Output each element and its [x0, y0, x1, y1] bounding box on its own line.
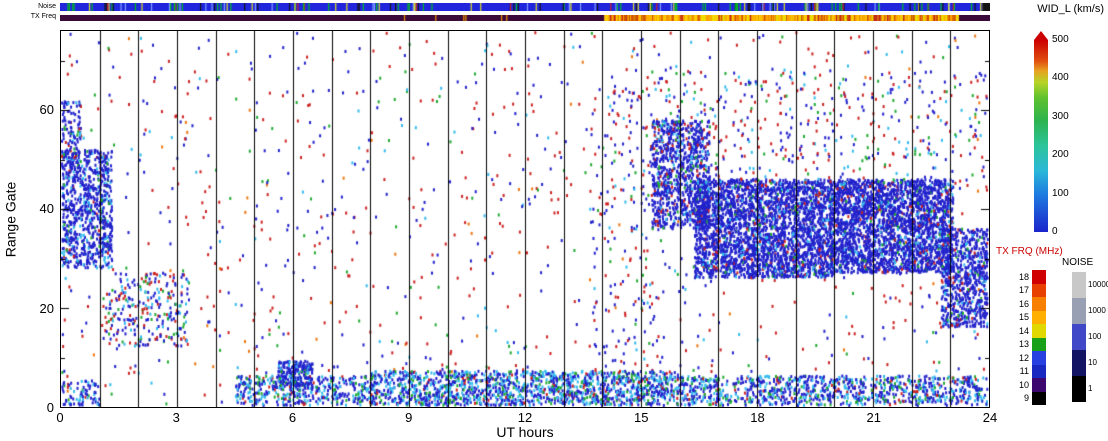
x-tick-label: 0 [56, 410, 64, 425]
wid-colorbar-title: WID_L (km/s) [1037, 3, 1104, 15]
noise-color-block [1072, 272, 1086, 298]
y-axis-label: Range Gate [2, 181, 19, 258]
noise-tick-label: 100 [1088, 332, 1102, 341]
wid-colorbar-tick-label: 400 [1052, 72, 1069, 84]
wid-colorbar-tick-label: 500 [1052, 34, 1069, 45]
y-tick-label: 0 [46, 400, 54, 415]
x-tick-label: 18 [750, 410, 765, 425]
noise-color-block [1072, 350, 1086, 376]
wid-colorbar-tick-label: 0 [1052, 226, 1058, 237]
txfrq-color-block [1032, 310, 1046, 324]
txfrq-tick-label: 16 [1018, 298, 1029, 309]
txfrq-color-block [1032, 391, 1046, 405]
noise-color-block [1072, 376, 1086, 402]
txfrq-tick-label: 10 [1018, 379, 1029, 390]
wid-colorbar-tick-label: 200 [1052, 149, 1069, 161]
noise-strip [60, 3, 990, 11]
noise-color-block [1072, 298, 1086, 324]
y-tick-label: 20 [39, 300, 54, 316]
noise-tick-label: 10000 [1088, 280, 1108, 289]
txfrq-tick-label: 17 [1018, 285, 1029, 295]
txfrq-color-block [1032, 297, 1046, 311]
wid-colorbar-tip [1034, 31, 1048, 40]
txfrq-tick-label: 11 [1019, 366, 1029, 376]
noise-tick-label: 1 [1088, 384, 1093, 393]
x-tick-label: 21 [866, 410, 881, 425]
txfreq-strip [60, 15, 990, 21]
x-tick-label: 12 [517, 410, 533, 425]
txfrq-color-block [1032, 337, 1046, 351]
scatter-canvas [61, 31, 989, 407]
txfrq-tick-label: 13 [1018, 339, 1029, 349]
x-tick-label: 9 [405, 410, 413, 425]
noise-color-block [1072, 324, 1086, 350]
noise-strip-label: Noise [38, 3, 56, 10]
x-tick-label: 3 [172, 410, 180, 425]
txfrq-color-block [1032, 364, 1046, 378]
noise-colorbar-title: NOISE [1062, 257, 1094, 268]
txfrq-tick-label: 15 [1018, 312, 1029, 322]
x-tick-label: 6 [288, 410, 297, 425]
wid-colorbar [1034, 40, 1048, 232]
txfrq-color-block [1032, 324, 1046, 338]
noise-tick-label: 10 [1088, 358, 1097, 367]
txfrq-color-block [1032, 351, 1046, 365]
y-tick-label: 40 [39, 201, 54, 217]
y-tick-label: 60 [39, 101, 54, 117]
x-axis-label: UT hours [496, 424, 554, 440]
noise-tick-label: 1000 [1088, 306, 1106, 315]
txfrq-tick-label: 18 [1018, 271, 1029, 282]
txfrq-color-block [1032, 283, 1046, 297]
txfrq-color-block [1032, 378, 1046, 392]
txfreq-strip-label: TX Freq [30, 13, 56, 20]
plot-frame [60, 30, 990, 408]
wid-colorbar-tick-label: 100 [1052, 187, 1069, 199]
x-tick-label: 24 [982, 410, 998, 425]
txfrq-colorbar-title: TX FRQ (MHz) [996, 246, 1063, 257]
txfrq-colorbar [1032, 270, 1046, 405]
txfrq-color-block [1032, 270, 1046, 284]
noise-colorbar [1072, 272, 1086, 402]
wid-colorbar-tick-label: 300 [1052, 110, 1069, 122]
txfrq-tick-label: 9 [1023, 393, 1029, 403]
txfrq-tick-label: 12 [1018, 352, 1029, 363]
x-tick-label: 15 [634, 410, 649, 425]
txfrq-tick-label: 14 [1018, 325, 1029, 336]
